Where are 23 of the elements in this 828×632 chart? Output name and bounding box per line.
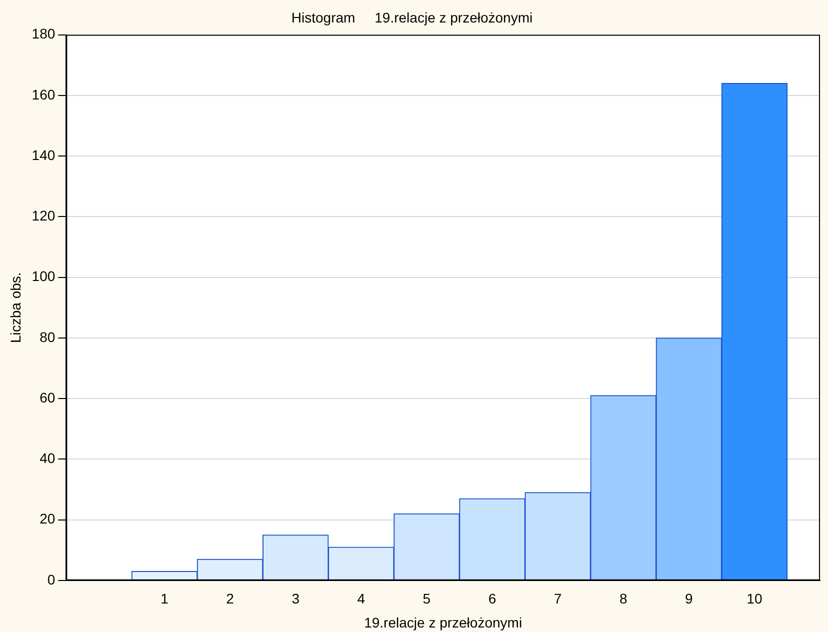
y-tick-label: 60 <box>40 389 56 406</box>
x-tick-label: 4 <box>357 590 366 607</box>
y-tick-label: 180 <box>32 26 56 42</box>
x-tick-label: 9 <box>685 590 693 607</box>
x-axis-title: 19.relacje z przełożonymi <box>364 614 522 630</box>
chart-title: Histogram 19.relacje z przełożonymi <box>291 9 533 26</box>
x-tick-label: 6 <box>488 590 496 607</box>
x-tick-label: 3 <box>292 590 300 607</box>
x-tick-label: 1 <box>160 590 169 607</box>
y-tick-label: 160 <box>32 86 56 102</box>
y-tick-label: 0 <box>47 571 56 588</box>
x-tick-label: 7 <box>554 590 562 607</box>
y-tick-label: 100 <box>32 268 56 284</box>
y-tick-label: 20 <box>40 510 56 527</box>
y-tick-label: 80 <box>40 328 56 345</box>
x-tick-label: 8 <box>619 590 628 607</box>
x-tick-label: 2 <box>226 590 234 607</box>
y-axis-title: Liczba obs. <box>7 272 24 344</box>
x-tick-label: 10 <box>746 590 762 607</box>
y-tick-label: 120 <box>32 208 56 224</box>
y-tick-label: 40 <box>40 450 56 466</box>
y-tick-label: 140 <box>32 146 56 163</box>
x-tick-label: 5 <box>422 590 431 607</box>
